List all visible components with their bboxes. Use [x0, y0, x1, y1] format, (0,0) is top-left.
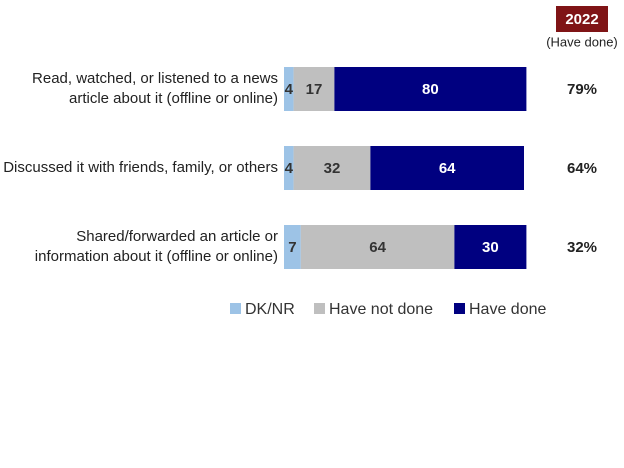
- column-header-box: [556, 6, 608, 32]
- data-label: 4: [285, 81, 294, 98]
- legend-swatch: [454, 303, 465, 314]
- data-label: 7: [288, 239, 296, 256]
- category-label: Read, watched, or listened to a news art…: [0, 67, 278, 111]
- data-label: 80: [422, 81, 439, 98]
- data-label: 64: [439, 160, 456, 177]
- legend-label: DK/NR: [245, 301, 295, 318]
- bar-segment: [370, 146, 524, 190]
- data-label: 32: [324, 160, 341, 177]
- bar-segment: [284, 67, 294, 111]
- category-label: Shared/forwarded an article or informati…: [0, 225, 278, 269]
- legend-swatch: [230, 303, 241, 314]
- column-value: 79%: [567, 81, 597, 98]
- data-label: 30: [482, 239, 499, 256]
- column-subheader: (Have done): [546, 34, 618, 49]
- bar-segment: [293, 67, 335, 111]
- column-value: 32%: [567, 239, 597, 256]
- category-label: Discussed it with friends, family, or ot…: [0, 146, 278, 190]
- legend-label: Have not done: [329, 301, 433, 318]
- legend-label: Have done: [469, 301, 546, 318]
- bar-segment: [293, 146, 371, 190]
- bar-segment: [334, 67, 527, 111]
- category-text: Shared/forwarded an article or informati…: [34, 228, 278, 265]
- bar-segment: [284, 225, 301, 269]
- bar-segment: [300, 225, 455, 269]
- legend-swatch: [314, 303, 325, 314]
- data-label: 17: [306, 81, 323, 98]
- category-text: Read, watched, or listened to a news art…: [32, 70, 278, 107]
- data-label: 4: [285, 160, 294, 177]
- bar-segment: [454, 225, 527, 269]
- column-header: 2022: [565, 11, 598, 28]
- bar-segment: [284, 146, 294, 190]
- column-value: 64%: [567, 160, 597, 177]
- category-text: Discussed it with friends, family, or ot…: [3, 159, 278, 176]
- data-label: 64: [369, 239, 386, 256]
